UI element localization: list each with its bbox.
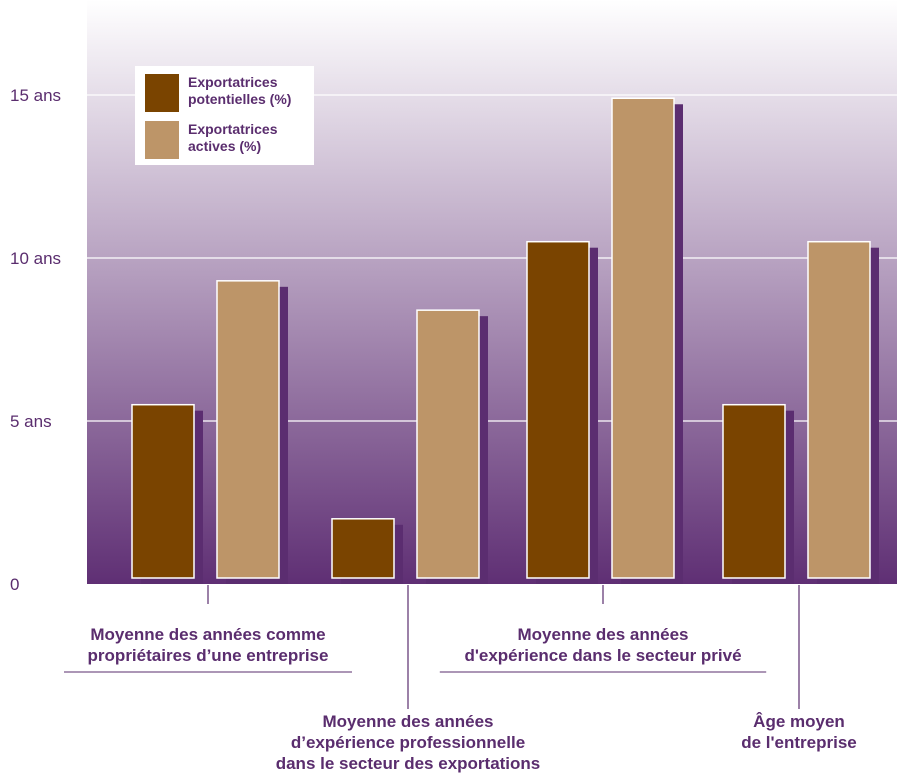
bar-series-2-cat-1 [216, 280, 280, 579]
bar-series-1-cat-1 [131, 403, 195, 579]
bar-series-2-cat-2 [416, 309, 480, 579]
legend-label: Exportatrices [188, 74, 278, 90]
category-label-line: de l'entreprise [741, 733, 857, 752]
bar-series-1-cat-4 [722, 403, 786, 579]
bar-series-2-cat-3 [611, 97, 675, 579]
category-label-line: Âge moyen [753, 712, 845, 731]
legend-label: Exportatrices [188, 121, 278, 137]
legend-swatch [145, 74, 179, 112]
legend-label: potentielles (%) [188, 91, 291, 107]
category-label-line: dans le secteur des exportations [276, 754, 541, 773]
bar-series-2-cat-4 [807, 240, 871, 579]
bar-series-1-cat-2 [331, 518, 395, 579]
category-label-line: Moyenne des années [322, 712, 493, 731]
y-tick-label: 10 ans [10, 249, 61, 268]
legend-swatch [145, 121, 179, 159]
category-label-line: Moyenne des années comme [90, 625, 325, 644]
category-label-line: Moyenne des années [517, 625, 688, 644]
legend-label: actives (%) [188, 138, 261, 154]
y-tick-label: 0 [10, 575, 19, 594]
category-label-line: propriétaires d’une entreprise [88, 646, 329, 665]
category-label-line: d’expérience professionnelle [291, 733, 525, 752]
category-label-line: d'expérience dans le secteur privé [464, 646, 741, 665]
bar-series-1-cat-3 [526, 240, 590, 579]
y-tick-label: 15 ans [10, 86, 61, 105]
y-tick-label: 5 ans [10, 412, 52, 431]
